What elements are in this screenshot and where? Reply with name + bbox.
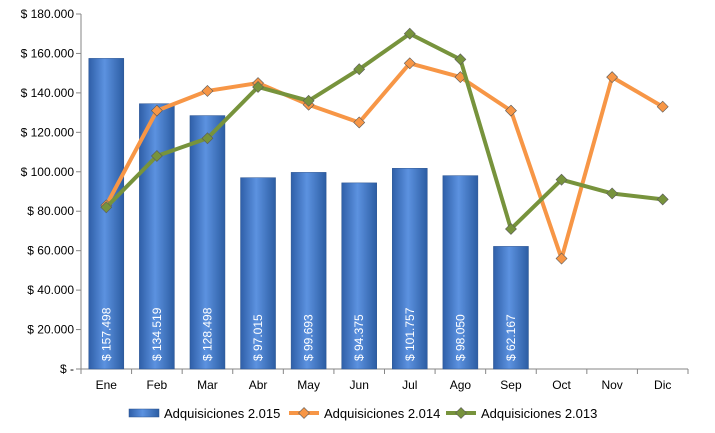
y-tick-label: $ 40.000 [27,283,74,297]
bar [189,115,226,370]
series-point [252,81,264,93]
bar-data-label: $ 62.167 [504,314,518,361]
y-tick-label: $ 80.000 [27,204,74,218]
legend-label: Adquisiciones 2.014 [324,406,440,421]
bar [88,58,125,370]
series-point [656,193,669,206]
bar [139,103,175,370]
y-tick-label: $ - [60,362,74,376]
series-point [302,94,315,107]
series-point [150,104,163,117]
bar-data-label: $ 98.050 [453,314,467,361]
x-tick-label: Nov [601,378,622,392]
x-tick-label: Dic [654,378,671,392]
bar-data-label: $ 128.498 [200,307,214,361]
series-point [201,132,214,145]
series-point [403,57,416,70]
x-tick-label: Jul [402,378,417,392]
bar [442,175,479,370]
series-point [606,187,619,200]
y-tick-label: $ 100.000 [21,165,75,179]
axes: $ - $ 20.000 $ 40.000 $ 60.000 $ 80.000 $ 100… [21,7,689,392]
series-line [104,31,663,231]
x-tick-label: Ago [450,378,472,392]
x-tick-label: Jun [350,378,369,392]
series-line [104,61,664,261]
x-tick-label: Mar [197,378,218,392]
series-point [100,201,113,214]
y-tick-label: $ 160.000 [21,46,75,60]
y-tick-label: $ 180.000 [21,7,75,21]
series-point [555,252,568,265]
y-tick-label: $ 120.000 [21,125,75,139]
bars [88,58,529,370]
series-point [606,71,619,84]
labels: $ 157.498 $ 134.519 $ 128.498 $ 97.015 $ 99.… [99,307,518,361]
bar-data-label: $ 134.519 [150,307,164,361]
bar-data-label: $ 101.757 [403,307,417,361]
series-point [353,116,366,129]
x-tick-label: Abr [249,378,268,392]
x-tick-label: Sep [500,378,522,392]
bar [240,177,276,370]
bar [341,182,377,370]
legend-marker [455,407,467,419]
series-point [403,27,416,40]
bar [493,246,529,370]
series-point [150,150,163,162]
y-tick-label: $ 20.000 [27,323,74,337]
series-point [656,100,669,113]
series-point [353,63,366,76]
bar-data-label: $ 97.015 [251,314,265,361]
bar-data-label: $ 99.693 [302,314,316,361]
x-tick-label: Ene [96,378,118,392]
lines [100,27,669,265]
legend: Adquisiciones 2.015 Adquisiciones 2.014 Ad… [128,406,597,421]
legend-label: Adquisiciones 2.013 [481,406,597,421]
legend-swatch [128,408,160,418]
series-point [505,223,517,235]
x-tick-label: Feb [147,378,168,392]
y-tick-label: $ 140.000 [21,86,75,100]
series-point [555,173,568,186]
bar [392,168,428,370]
series-point [454,53,467,66]
bar-data-label: $ 94.375 [352,314,366,361]
series-point [505,104,517,117]
legend-label: Adquisiciones 2.015 [164,406,280,421]
y-tick-label: $ 60.000 [27,244,74,258]
x-tick-label: Oct [552,378,571,392]
series-point [201,84,214,97]
bar-data-label: $ 157.498 [99,307,113,361]
legend-marker [298,407,310,419]
x-tick-label: May [297,378,320,392]
bar [290,172,327,370]
